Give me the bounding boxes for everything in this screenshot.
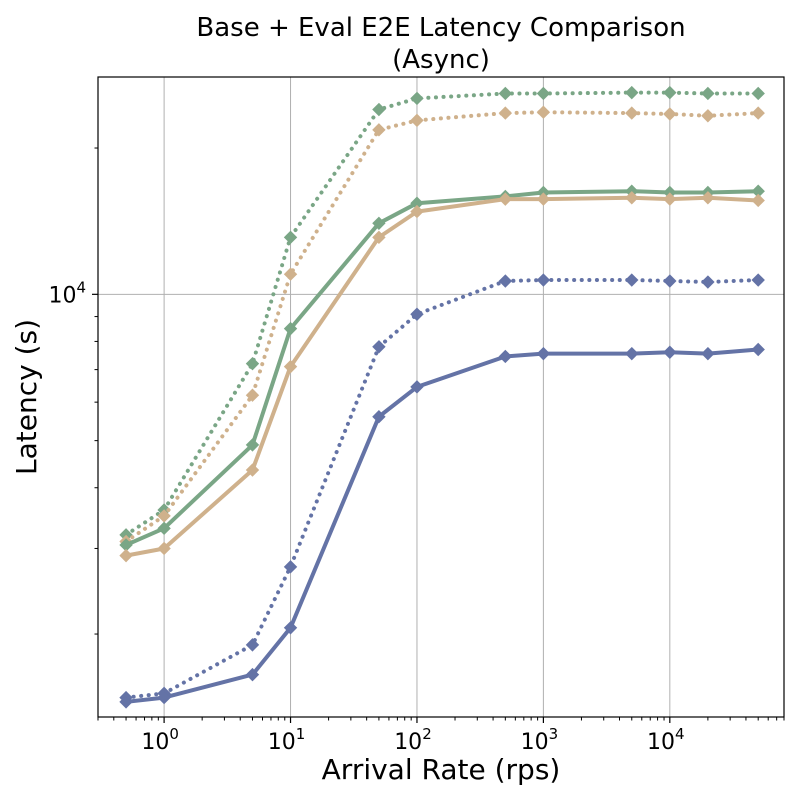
data-point — [498, 106, 513, 120]
data-point — [701, 86, 715, 101]
data-point — [663, 85, 677, 100]
data-point — [283, 230, 298, 245]
data-point — [372, 340, 386, 354]
data-point — [245, 356, 260, 371]
data-point — [245, 667, 260, 682]
data-point — [536, 86, 551, 101]
x-tick-label: 102 — [394, 725, 432, 755]
data-point — [701, 275, 715, 289]
series-6 — [119, 342, 765, 709]
data-point — [283, 621, 298, 635]
series-3 — [119, 184, 765, 552]
series-line — [124, 90, 761, 537]
x-axis-label: Arrival Rate (rps) — [322, 753, 561, 786]
data-point — [498, 192, 513, 206]
data-point — [536, 273, 551, 287]
data-point — [245, 438, 260, 452]
data-point — [536, 192, 551, 206]
x-tick-label: 101 — [268, 725, 306, 755]
data-point — [751, 193, 765, 208]
data-point — [372, 216, 386, 231]
data-point — [410, 204, 424, 219]
data-point — [701, 191, 715, 205]
data-point — [625, 191, 639, 205]
data-point — [625, 346, 639, 361]
data-point — [498, 274, 513, 288]
data-point — [663, 345, 677, 359]
x-tick-label: 103 — [521, 725, 559, 755]
data-point — [119, 548, 133, 563]
series-4 — [119, 191, 765, 563]
data-point — [663, 192, 677, 206]
data-point — [663, 274, 677, 288]
plot-frame — [97, 76, 785, 718]
data-point — [245, 463, 260, 477]
data-point — [283, 267, 298, 281]
x-tick-label: 104 — [647, 725, 685, 755]
axis-ticks: 100 101 102 103 104 104 — [48, 147, 785, 755]
data-point — [625, 106, 639, 120]
data-point — [498, 86, 513, 101]
data-point — [157, 541, 171, 556]
data-point — [372, 410, 386, 424]
data-point — [625, 85, 639, 100]
series-5 — [119, 273, 765, 705]
x-tick-label: 100 — [141, 725, 179, 755]
y-tick-label: 104 — [48, 278, 86, 308]
series-line — [125, 347, 759, 704]
chart-title-line-2: (Async) — [392, 45, 490, 75]
series-2 — [119, 105, 765, 549]
data-point — [119, 695, 133, 709]
data-point — [536, 346, 551, 361]
data-point — [498, 349, 513, 364]
data-point — [410, 113, 424, 128]
data-point — [663, 107, 677, 121]
data-point — [410, 380, 424, 394]
data-point — [751, 86, 765, 101]
data-point — [245, 388, 260, 402]
data-point — [751, 106, 765, 120]
data-point — [536, 105, 551, 119]
series-1 — [119, 85, 765, 542]
series-line — [125, 189, 759, 547]
data-point — [283, 560, 298, 574]
chart-title-line-1: Base + Eval E2E Latency Comparison — [196, 13, 685, 43]
data-point — [701, 346, 715, 361]
data-point — [157, 521, 171, 536]
data-point — [245, 638, 260, 652]
data-point — [372, 102, 386, 117]
data-point — [410, 91, 424, 106]
data-point — [410, 307, 424, 321]
data-point — [625, 273, 639, 287]
grid — [98, 77, 784, 717]
data-point — [701, 109, 715, 123]
data-point — [751, 273, 765, 287]
data-point — [751, 342, 765, 357]
series-line — [124, 278, 761, 700]
data-point — [283, 321, 298, 336]
y-axis-label: Latency (s) — [10, 319, 43, 475]
data-point — [157, 690, 171, 705]
data-point — [283, 359, 298, 374]
data-point — [372, 230, 386, 245]
plot-series — [119, 85, 765, 709]
data-point — [372, 123, 386, 137]
